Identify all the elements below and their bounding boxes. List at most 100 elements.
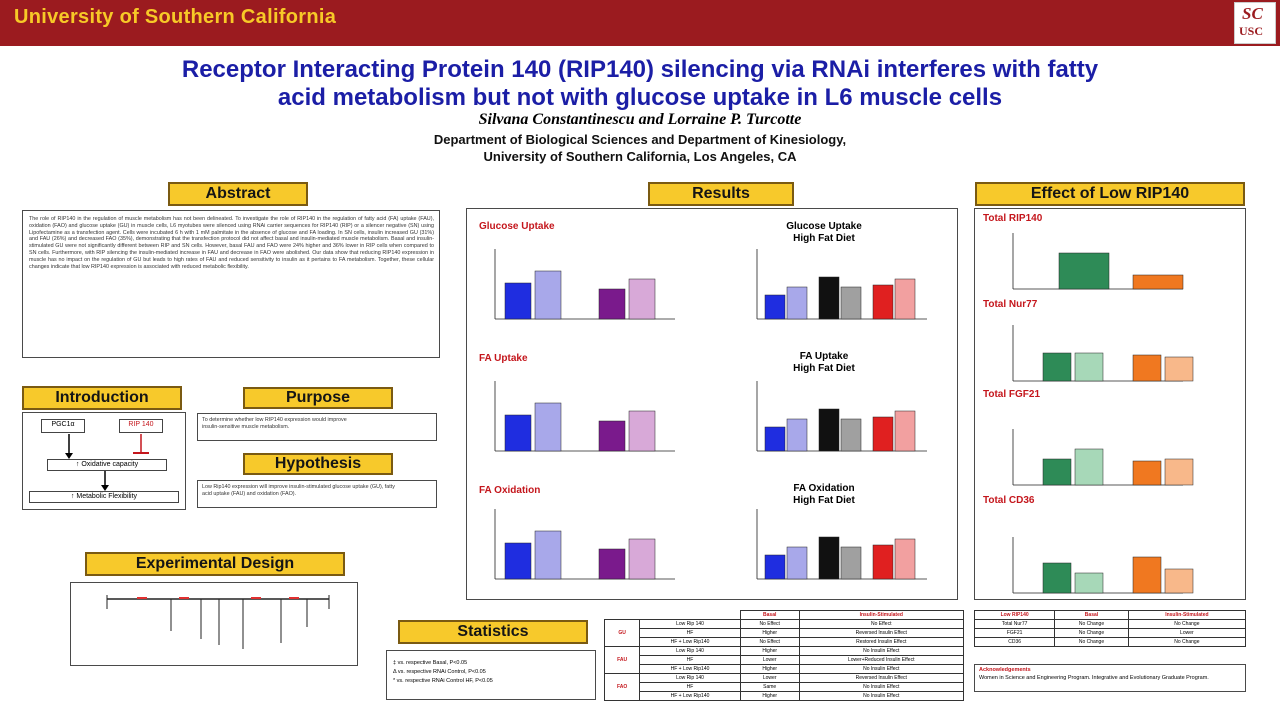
results-chart-right-2-bar bbox=[840, 546, 862, 580]
table-cell: Higher bbox=[739, 691, 800, 701]
table-cell: Lower bbox=[739, 673, 800, 683]
experimental-design-box bbox=[70, 582, 358, 666]
table-cell: Reversed Insulin Effect bbox=[798, 673, 964, 683]
results-chart-right-0-bar bbox=[894, 278, 916, 320]
summary-group-label: FAO bbox=[603, 673, 641, 701]
acknowledgements-title: Acknowledgements bbox=[979, 667, 1031, 673]
results-chart-right-2-bar bbox=[872, 544, 894, 580]
results-chart-right-1-bar bbox=[894, 410, 916, 452]
hypothesis-header: Hypothesis bbox=[243, 453, 393, 475]
affiliation: Department of Biological Sciences and De… bbox=[0, 131, 1280, 165]
table-cell: No Insulin Effect bbox=[798, 646, 964, 656]
table-cell: No Effect bbox=[798, 619, 964, 629]
table-cell: Low Rip 140 bbox=[639, 673, 741, 683]
abstract-header: Abstract bbox=[168, 182, 308, 206]
table-row: HF Lower Lower+Reduced Insulin Effect bbox=[605, 655, 964, 665]
table-row: HF + Low Rip140 No Effect Restored Insulin… bbox=[605, 637, 964, 647]
statistics-header: Statistics bbox=[398, 620, 588, 644]
node-oxidative-capacity: ↑ Oxidative capacity bbox=[47, 459, 167, 471]
results-chart-right-2-bar bbox=[894, 538, 916, 580]
table-cell: HF + Low Rip140 bbox=[639, 664, 741, 674]
table-cell: No Effect bbox=[739, 637, 800, 647]
results-chart-left-1-bar bbox=[534, 402, 562, 452]
table-cell: Higher bbox=[739, 664, 800, 674]
fa-uptake-hfd-line-2: High Fat Diet bbox=[793, 363, 855, 374]
table-row: GU Low Rip 140 No Effect No Effect bbox=[603, 619, 964, 647]
table-cell: No Change bbox=[1054, 628, 1129, 638]
node-rip140: RIP 140 bbox=[119, 419, 163, 433]
table-cell: HF + Low Rip140 bbox=[639, 637, 741, 647]
statistics-box: ‡ vs. respective Basal, P<0.05 Δ vs. res… bbox=[386, 650, 596, 700]
effect-chart-nur77-bar bbox=[1042, 352, 1072, 382]
table-cell: No Change bbox=[1054, 637, 1129, 647]
summary-header-blank bbox=[640, 611, 741, 620]
summary-group-label: FAU bbox=[603, 646, 641, 674]
summary-header-basal: Basal bbox=[739, 610, 800, 620]
results-figure bbox=[494, 249, 927, 580]
table-cell: HF bbox=[639, 655, 741, 665]
table-row: FGF21 No Change Lower bbox=[973, 628, 1247, 638]
results-box: Glucose Uptake Glucose Uptake High Fat D… bbox=[466, 208, 958, 600]
glucose-uptake-hfd-line-1: Glucose Uptake bbox=[786, 221, 862, 232]
table-cell: Low Rip 140 bbox=[639, 619, 741, 629]
results-chart-right-0-bar bbox=[840, 286, 862, 320]
effect-header-row: Low RIP140 Basal Insulin-Stimulated bbox=[973, 610, 1247, 620]
effect-chart-fgf21-bar bbox=[1164, 458, 1194, 486]
effect-chart-nur77-bar bbox=[1132, 354, 1162, 382]
table-cell: No Insulin Effect bbox=[798, 682, 964, 692]
purpose-header: Purpose bbox=[243, 387, 393, 409]
summary-header-row: Basal Insulin-Stimulated bbox=[605, 610, 964, 620]
effect-chart-cd36-bar bbox=[1074, 572, 1104, 594]
results-chart-left-2-bar bbox=[598, 548, 626, 580]
fa-uptake-hfd-line-1: FA Uptake bbox=[799, 351, 849, 362]
results-chart-left-0-bar bbox=[598, 288, 626, 320]
table-cell: HF + Low Rip140 bbox=[639, 691, 741, 701]
title-line-2: acid metabolism but not with glucose upt… bbox=[277, 84, 1003, 111]
results-chart-left-0-bar bbox=[534, 270, 562, 320]
effect-chart-nur77-bar bbox=[1164, 356, 1194, 382]
results-chart-right-0-bar bbox=[786, 286, 808, 320]
results-chart-left-0-bar bbox=[628, 278, 656, 320]
poster-title: Receptor Interacting Protein 140 (RIP140… bbox=[0, 56, 1280, 112]
introduction-header: Introduction bbox=[22, 386, 182, 410]
table-cell: No Change bbox=[1127, 637, 1247, 647]
glucose-uptake-hfd-line-2: High Fat Diet bbox=[793, 233, 855, 244]
glucose-uptake-title: Glucose Uptake bbox=[479, 221, 555, 232]
results-chart-right-2-bar bbox=[764, 554, 786, 580]
summary-header-insulin: Insulin-Stimulated bbox=[798, 610, 964, 620]
logo-usc: USC bbox=[1239, 24, 1264, 38]
hypothesis-text: Low Rip140 expression will improve insul… bbox=[202, 484, 395, 497]
authors: Silvana Constantinescu and Lorraine P. T… bbox=[478, 111, 802, 128]
table-cell: FGF21 bbox=[973, 628, 1056, 638]
effect-box: Total RIP140 Total Nur77 Total FGF21 Tot… bbox=[974, 208, 1246, 600]
purpose-text: To determine whether low RIP140 expressi… bbox=[202, 417, 347, 430]
table-row: HF + Low Rip140 Higher No Insulin Effect bbox=[605, 691, 964, 701]
results-chart-left-2-bar bbox=[534, 530, 562, 580]
table-row: HF + Low Rip140 Higher No Insulin Effect bbox=[605, 664, 964, 674]
table-cell: Higher bbox=[739, 628, 800, 638]
total-cd36-title: Total CD36 bbox=[983, 495, 1035, 506]
summary-header-blank bbox=[605, 611, 640, 620]
table-row: CD36 No Change No Change bbox=[973, 637, 1247, 647]
stat-line-basal: ‡ vs. respective Basal, P<0.05 bbox=[393, 660, 468, 666]
acknowledgements-box: Acknowledgements Women in Science and En… bbox=[974, 664, 1246, 692]
table-cell: Lower+Reduced Insulin Effect bbox=[798, 655, 964, 665]
table-row: Total Nur77 No Change No Change bbox=[973, 619, 1247, 629]
experimental-timeline bbox=[106, 595, 330, 649]
table-cell: Total Nur77 bbox=[973, 619, 1056, 629]
table-cell: CD36 bbox=[973, 637, 1056, 647]
logo-sc: SC bbox=[1242, 4, 1263, 23]
glucose-uptake-hfd-title: Glucose Uptake High Fat Diet bbox=[749, 221, 899, 245]
effect-table: Low RIP140 Basal Insulin-Stimulated Tota… bbox=[973, 610, 1247, 647]
summary-group-label: GU bbox=[603, 619, 641, 647]
table-row: HF Higher Reversed Insulin Effect bbox=[605, 628, 964, 638]
effect-header: Effect of Low RIP140 bbox=[975, 182, 1245, 206]
summary-table: Basal Insulin-Stimulated GU Low Rip 140 No… bbox=[603, 610, 964, 701]
table-cell: Lower bbox=[1127, 628, 1247, 638]
header-bar: University of Southern California SC USC bbox=[0, 0, 1280, 46]
fa-uptake-hfd-title: FA Uptake High Fat Diet bbox=[749, 351, 899, 375]
results-chart-right-1-bar bbox=[764, 426, 786, 452]
results-chart-left-2-bar bbox=[628, 538, 656, 580]
usc-logo: SC USC bbox=[1234, 2, 1276, 44]
results-chart-left-1-bar bbox=[598, 420, 626, 452]
